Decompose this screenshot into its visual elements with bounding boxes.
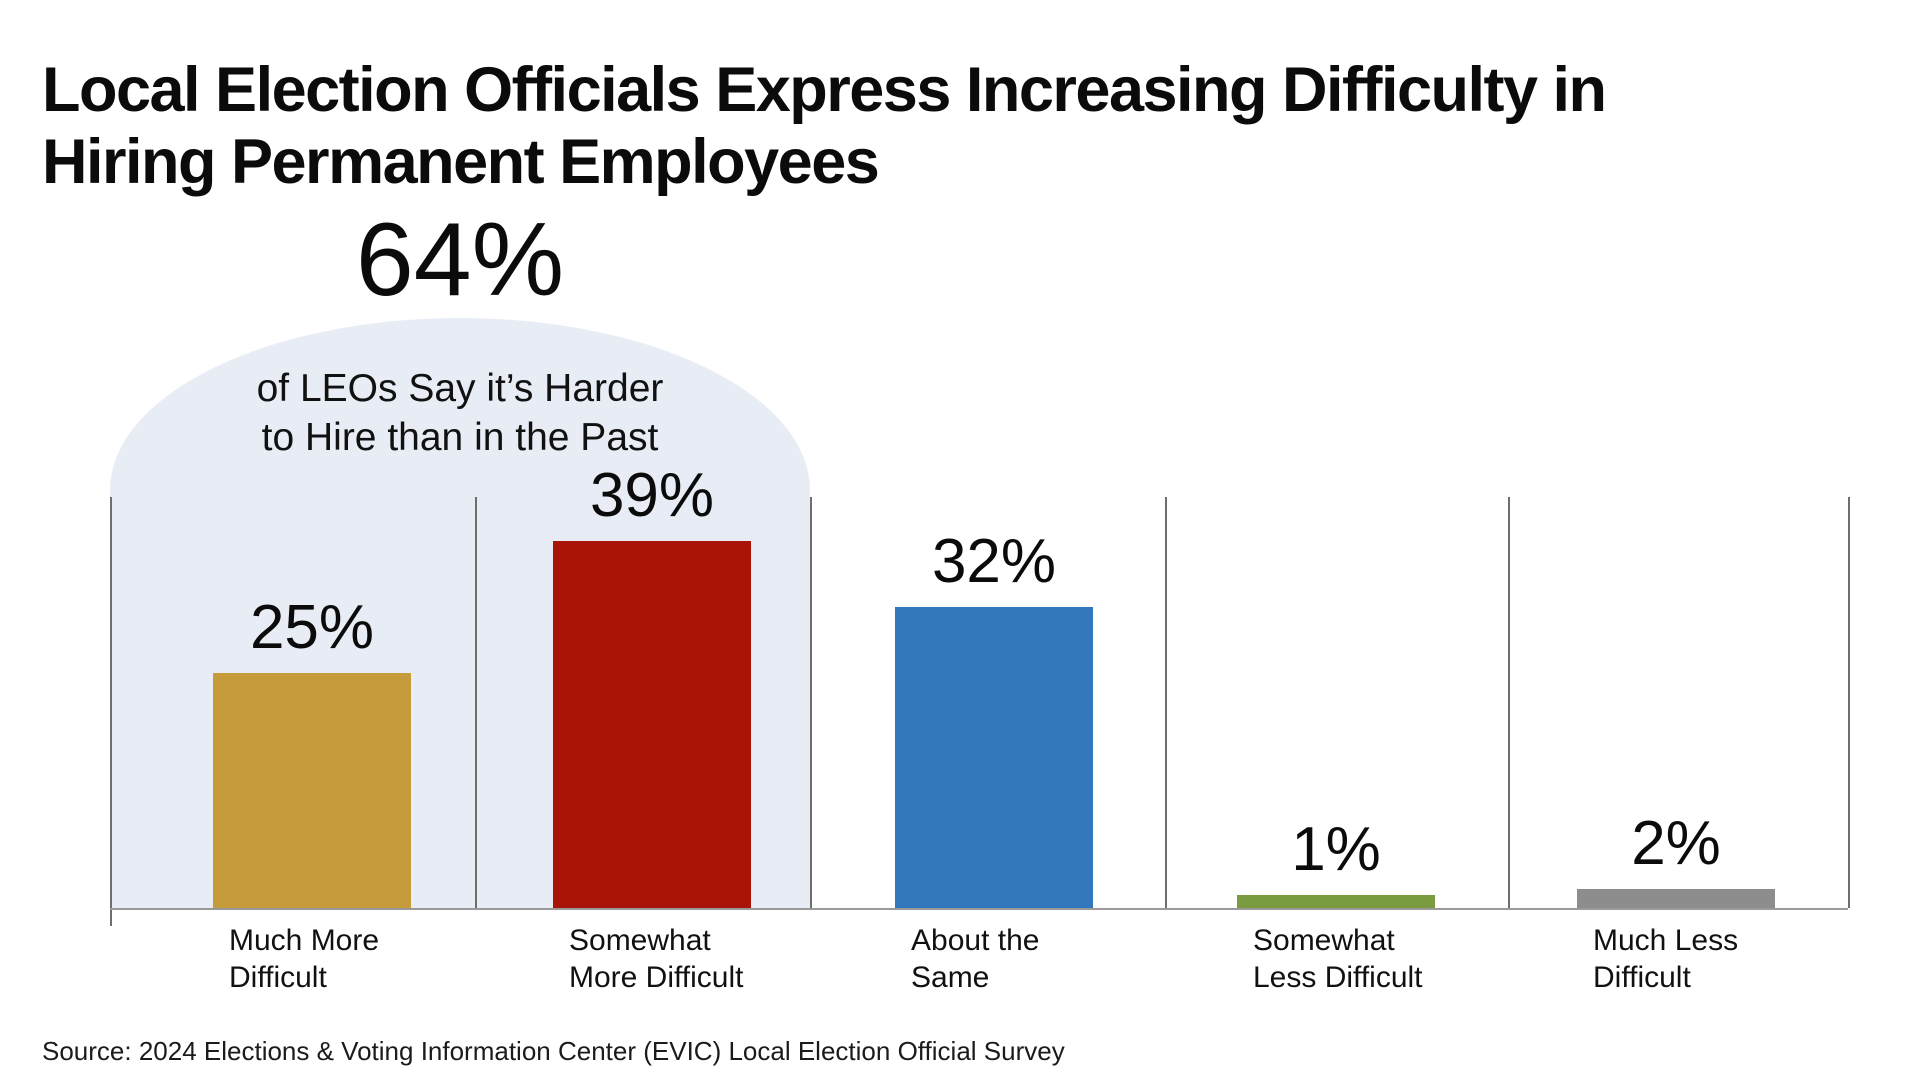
chart-title-line2: Hiring Permanent Employees [42,127,880,198]
bar-somewhat-less-difficult [1237,895,1435,908]
category-label: Much Less Difficult [1593,922,1738,996]
callout-caption: of LEOs Say it’s Harder to Hire than in … [110,364,810,462]
category-divider-line [810,497,812,908]
bar-value-label: 25% [249,592,375,662]
chart-title: Local Election Officials Express Increas… [42,54,1607,198]
bar-much-more-difficult [213,672,411,908]
category-label-line: More Difficult [569,961,744,994]
category-label-line: Difficult [1593,961,1691,994]
category-label: Somewhat More Difficult [569,922,744,996]
bar-about-the-same [895,606,1093,908]
category-label: About the Same [911,922,1039,996]
category-label: Somewhat Less Difficult [1253,922,1423,996]
bar-somewhat-more-difficult [553,541,751,908]
category-label-line: Much More [229,924,380,957]
bar-much-less-difficult [1577,889,1775,908]
bar-value-label: 1% [1291,815,1381,884]
bar-value-label: 2% [1631,809,1721,879]
category-divider-line [475,497,477,908]
y-axis-line [110,497,112,926]
category-label-line: Difficult [229,961,327,994]
category-label-line: Somewhat [569,924,711,957]
category-label: Much More Difficult [229,922,379,996]
bar-value-label: 32% [931,526,1057,596]
callout-big-percentage: 64% [355,202,565,318]
category-label-line: Less Difficult [1253,961,1423,994]
callout-caption-line2: to Hire than in the Past [261,416,659,459]
category-label-line: Much Less [1593,924,1739,957]
callout-caption-line1: of LEOs Say it’s Harder [256,367,664,410]
category-divider-line [1508,497,1510,908]
category-label-line: Same [911,961,990,994]
x-axis-baseline [110,908,1848,910]
category-divider-line [1165,497,1167,908]
category-divider-line [1848,497,1850,908]
chart-title-line1: Local Election Officials Express Increas… [42,55,1607,126]
source-note: Source: 2024 Elections & Voting Informat… [42,1036,1065,1066]
category-label-line: Somewhat [1253,924,1395,957]
bar-value-label: 39% [589,461,715,530]
category-label-line: About the [911,924,1040,957]
